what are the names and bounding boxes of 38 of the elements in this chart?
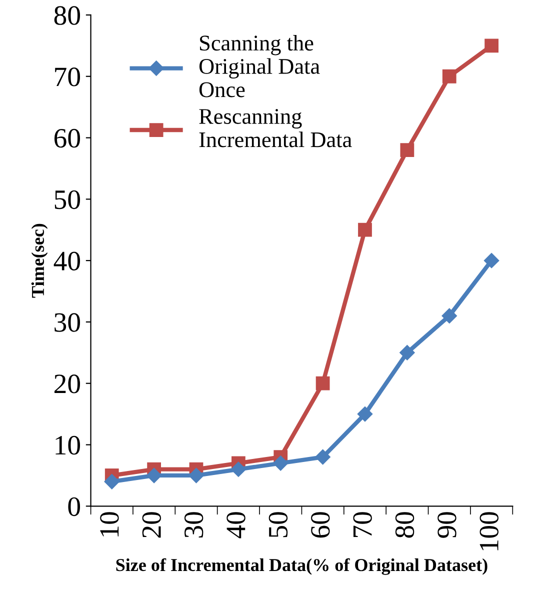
y-tick-label: 20 (54, 374, 80, 394)
x-tick-label: 100 (480, 512, 498, 550)
point (357, 406, 373, 422)
y-tick-label: 10 (56, 436, 80, 455)
point (104, 474, 120, 490)
legend-label: Rescanning Incremental Data (199, 109, 352, 148)
point (146, 468, 162, 484)
y-tick-label: 50 (54, 190, 80, 210)
y-tick-label: 40 (54, 252, 80, 270)
point (400, 143, 414, 157)
x-axis-title: Size of Incremental Data(% of Original Dataset) (116, 558, 488, 575)
y-tick-label: 60 (54, 128, 80, 148)
point (315, 449, 330, 465)
point (484, 252, 500, 268)
y-axis-title: Time(sec) (31, 224, 48, 298)
y-tick-label: 30 (54, 313, 80, 332)
y-tick-label: 70 (55, 68, 80, 86)
legend-label: Scanning the Original Data Once (199, 34, 320, 98)
x-tick-label: 80 (395, 512, 414, 538)
point (484, 38, 498, 53)
point (273, 456, 288, 471)
point (442, 69, 456, 84)
x-tick-label: 40 (226, 512, 246, 538)
x-tick-label: 90 (438, 512, 456, 538)
x-tick-label: 20 (142, 512, 162, 538)
point (400, 345, 415, 360)
x-tick-label: 10 (100, 512, 119, 536)
point (358, 222, 372, 237)
point (188, 468, 204, 484)
point (442, 308, 457, 324)
x-tick-label: 50 (268, 512, 288, 538)
y-tick-label: 80 (54, 6, 80, 25)
x-tick-label: 70 (353, 512, 372, 537)
point (316, 376, 330, 390)
x-tick-label: 30 (184, 512, 204, 538)
x-tick-label: 60 (311, 512, 330, 538)
point (230, 462, 246, 477)
y-tick-label: 0 (68, 497, 80, 516)
